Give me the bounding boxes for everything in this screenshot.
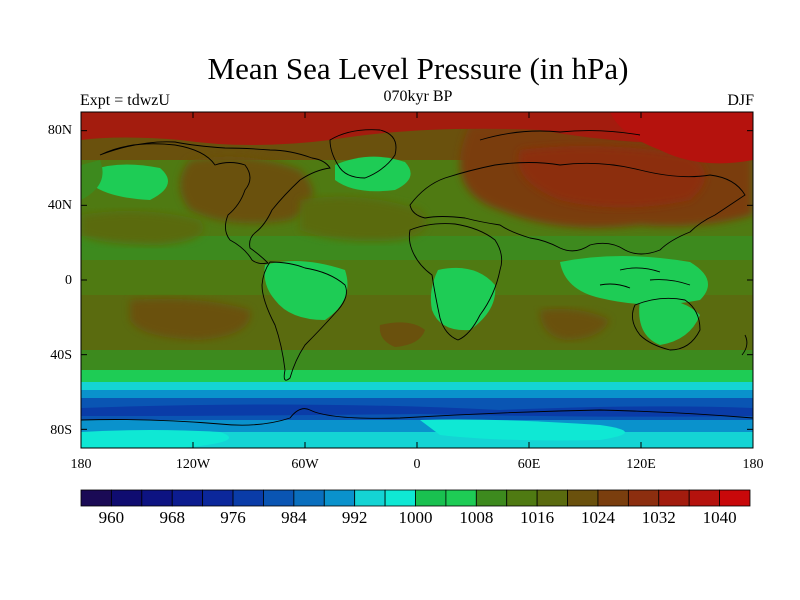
coast-greenland xyxy=(329,129,397,179)
lat-label-40n: 40N xyxy=(47,198,72,213)
lon-label-0: 0 xyxy=(413,457,421,472)
colorbar-swatch xyxy=(445,489,477,507)
coast-antarctica xyxy=(81,408,753,426)
southern-trough-core xyxy=(81,404,753,417)
colorbar-swatch xyxy=(658,489,690,507)
arctic-high-core xyxy=(610,112,753,164)
africa-low xyxy=(430,267,496,331)
colorbar-swatch xyxy=(475,489,508,507)
lat-label-80s: 80S xyxy=(50,423,72,438)
band-southern-992 xyxy=(81,390,753,398)
australia-low xyxy=(639,299,700,345)
coast-south-america xyxy=(261,261,347,381)
colorbar-label: 984 xyxy=(281,508,307,527)
colorbar-swatch xyxy=(323,489,356,507)
colorbar-swatch xyxy=(171,489,204,507)
coastlines xyxy=(81,129,753,426)
colorbar-label: 992 xyxy=(341,508,368,527)
maritime-continent-low xyxy=(560,256,708,305)
colorbar-swatch xyxy=(384,489,416,507)
lon-label-60e: 60E xyxy=(517,457,541,472)
colorbar-swatch xyxy=(415,489,447,507)
azores-high xyxy=(300,196,427,242)
colorbar-label: 1024 xyxy=(580,508,615,527)
colorbar-label: 1008 xyxy=(459,508,494,527)
axis-ticks xyxy=(80,112,754,448)
coast-eurasia xyxy=(409,162,746,255)
colorbar-swatch xyxy=(111,489,143,507)
arctic-high xyxy=(81,112,753,145)
colorbar-swatch xyxy=(232,489,264,507)
colorbar-label: 960 xyxy=(98,508,125,527)
map-title: Mean Sea Level Pressure (in hPa) xyxy=(207,51,629,86)
antarctic-ridge-west xyxy=(81,430,229,448)
colorbar-swatch xyxy=(293,489,325,507)
south-pacific-high xyxy=(130,298,251,340)
band-tropics xyxy=(81,236,753,260)
lat-label-40s: 40S xyxy=(50,348,72,363)
colorbar-swatch xyxy=(202,489,234,507)
colorbar-label: 1032 xyxy=(641,508,676,527)
colorbar-swatch xyxy=(567,489,599,507)
siberian-high-core xyxy=(518,146,705,208)
pressure-field xyxy=(81,112,753,448)
coast-indonesia xyxy=(599,267,691,289)
antarctic-ridge xyxy=(420,419,625,441)
colorbar-swatch xyxy=(536,489,568,507)
colorbar-swatch xyxy=(141,489,173,507)
north-america-high xyxy=(180,156,313,224)
band-southern-1000 xyxy=(81,382,753,390)
coast-north-america xyxy=(99,141,331,265)
colorbar-swatch xyxy=(688,489,720,507)
coast-australia xyxy=(631,297,701,351)
colorbar-label: 976 xyxy=(220,508,246,527)
colorbar-label: 968 xyxy=(159,508,185,527)
lon-label-120e: 120E xyxy=(626,457,656,472)
colorbar-swatch xyxy=(263,489,295,507)
lon-label-120w: 120W xyxy=(175,457,211,472)
coast-new-zealand xyxy=(741,334,748,356)
experiment-label: Expt = tdwzU xyxy=(80,92,170,109)
indian-ocean-high xyxy=(540,308,610,340)
lat-label-80n: 80N xyxy=(47,123,72,138)
colorbar-swatch xyxy=(506,489,538,507)
band-southern-mid xyxy=(81,350,753,370)
lat-label-0: 0 xyxy=(65,273,72,288)
colorbar-label: 1000 xyxy=(398,508,433,527)
south-america-low xyxy=(264,261,348,320)
season-label: DJF xyxy=(727,92,754,109)
colorbar-swatch xyxy=(627,489,660,507)
colorbar-label: 1040 xyxy=(702,508,737,527)
lon-label-60w: 60W xyxy=(291,457,319,472)
pacific-high xyxy=(81,211,204,245)
period-label: 070kyr BP xyxy=(383,88,453,105)
colorbar-label: 1016 xyxy=(520,508,555,527)
lon-label-180e: 180 xyxy=(742,457,764,472)
aleutian-low-edge xyxy=(81,160,103,200)
coast-arctic-russia xyxy=(479,130,641,141)
colorbar-swatch xyxy=(80,489,112,507)
colorbar-swatch xyxy=(354,489,386,507)
band-southern-1008 xyxy=(81,370,753,382)
colorbar-swatch xyxy=(597,489,629,507)
south-atlantic-high xyxy=(379,322,425,347)
lon-label-180w: 180 xyxy=(70,457,92,472)
colorbar-swatch xyxy=(719,489,751,507)
aleutian-low xyxy=(92,164,168,200)
coast-africa xyxy=(408,223,503,341)
